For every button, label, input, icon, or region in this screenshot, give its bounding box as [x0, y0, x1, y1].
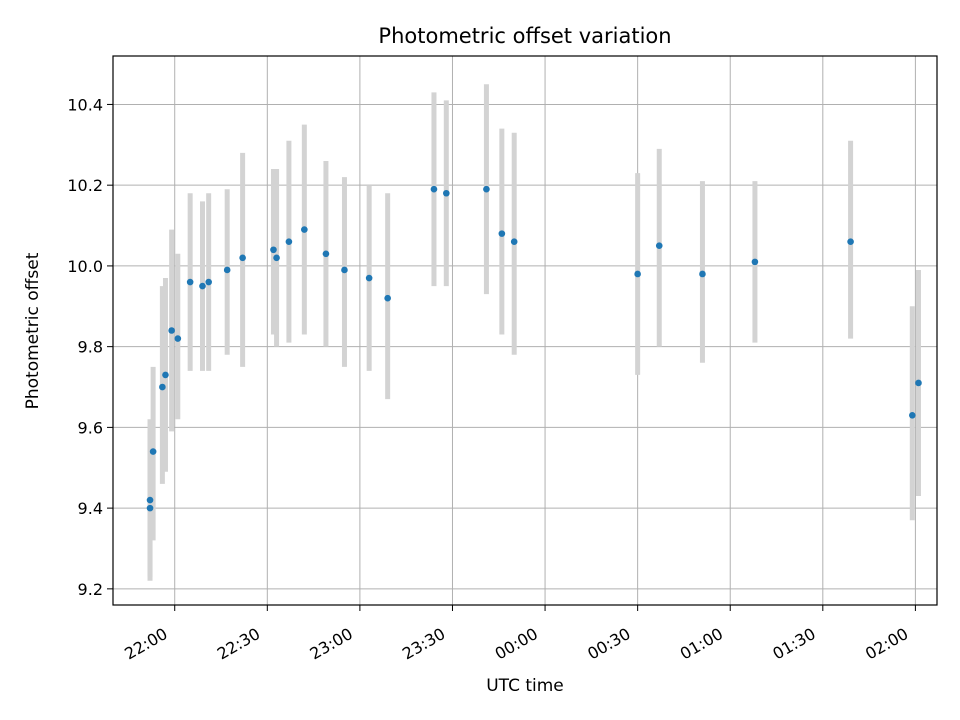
data-point	[159, 383, 166, 391]
data-point	[483, 185, 490, 193]
data-point	[634, 270, 641, 278]
data-point	[384, 294, 391, 302]
data-point	[909, 411, 916, 419]
data-point	[239, 254, 246, 262]
plot-frame	[112, 55, 938, 606]
data-point	[168, 327, 175, 334]
data-point	[149, 448, 157, 455]
x-axis-label: UTC time	[486, 676, 564, 696]
data-point	[199, 282, 206, 290]
y-tick-label: 9.2	[78, 580, 103, 599]
data-point	[162, 371, 169, 379]
y-tick-label: 10.2	[67, 176, 103, 195]
data-point	[498, 230, 506, 237]
data-point	[174, 335, 182, 342]
y-tick-label: 9.8	[78, 338, 103, 357]
chart-title: Photometric offset variation	[378, 24, 671, 48]
data-point	[510, 238, 518, 245]
data-point	[430, 185, 438, 193]
y-axis: 9.2 9.4 9.6 9.8 10.0 10.2 10.4	[67, 95, 113, 599]
data-point	[847, 238, 854, 245]
y-tick-label: 10.0	[67, 257, 103, 276]
data-point	[270, 246, 277, 254]
data-point	[322, 250, 330, 258]
data-point	[186, 278, 194, 286]
data-point	[146, 496, 154, 504]
data-point	[655, 242, 663, 250]
y-tick-label: 9.6	[78, 418, 103, 437]
data-point	[285, 238, 293, 245]
data-point	[341, 266, 348, 274]
data-point	[223, 266, 231, 274]
data-point	[205, 278, 212, 286]
data-point	[365, 274, 373, 282]
data-point	[146, 504, 154, 512]
data-point	[699, 270, 706, 278]
data-point	[915, 379, 922, 387]
y-axis-label: Photometric offset	[23, 252, 43, 409]
y-tick-label: 10.4	[67, 95, 103, 114]
data-point	[751, 258, 759, 266]
data-point	[301, 226, 308, 233]
data-point	[443, 189, 450, 197]
y-tick-label: 9.4	[78, 499, 103, 518]
data-point	[273, 254, 280, 262]
data-points	[146, 185, 922, 512]
